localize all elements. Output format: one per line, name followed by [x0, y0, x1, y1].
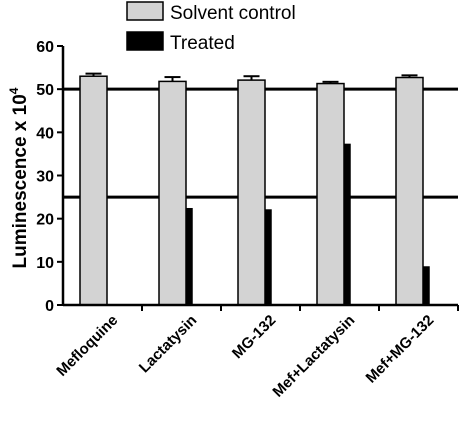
y-tick-label-2: 20 — [36, 212, 54, 229]
y-tick-label-3: 30 — [36, 169, 54, 186]
legend: Solvent control Treated — [126, 1, 296, 54]
bar-solvent-control-1 — [158, 80, 187, 306]
y-tick-label-4: 40 — [36, 125, 54, 142]
x-tick-label-1: Lactatysin — [136, 312, 200, 376]
legend-swatch-solvent-control — [126, 1, 164, 21]
y-tick-label-5: 50 — [36, 82, 54, 99]
x-tick-label-4: Mef+MG-132 — [363, 312, 438, 387]
y-axis-label-text: Luminescence x 10 — [10, 94, 31, 268]
x-tick-label-2: MG-132 — [229, 312, 279, 362]
y-axis-label: Luminescence x 104 — [7, 87, 31, 268]
bar-solvent-control-0 — [79, 75, 108, 306]
bar-solvent-control-3 — [316, 82, 345, 306]
y-tick-label-6: 60 — [36, 39, 54, 56]
legend-swatch-treated — [126, 31, 164, 51]
y-tick-label-0: 0 — [45, 298, 54, 315]
x-tick-label-0: Mefloquine — [53, 312, 121, 380]
legend-label-solvent-control: Solvent control — [170, 3, 296, 24]
y-axis-label-exponent: 4 — [7, 87, 21, 94]
legend-label-treated: Treated — [170, 33, 235, 54]
bar-solvent-control-4 — [395, 76, 424, 306]
bar-solvent-control-2 — [237, 79, 266, 306]
y-tick-label-1: 10 — [36, 255, 54, 272]
x-tick-label-3: Mef+Lactatysin — [269, 312, 358, 401]
